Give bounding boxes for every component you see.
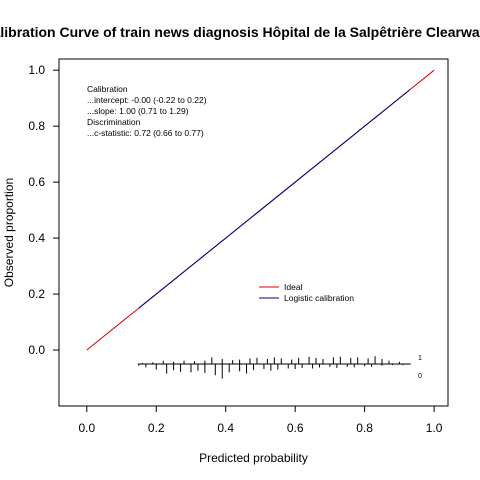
x-tick-label: 0.4 bbox=[217, 421, 234, 435]
logistic-calibration-line bbox=[138, 89, 411, 309]
y-tick-label: 0.8 bbox=[28, 119, 45, 133]
y-tick-label: 0.4 bbox=[28, 231, 45, 245]
spike-label-upper: 1 bbox=[418, 355, 422, 362]
stat-line: ...slope: 1.00 (0.71 to 1.29) bbox=[87, 106, 189, 116]
y-tick-label: 1.0 bbox=[28, 63, 45, 77]
x-axis: 0.0 0.2 0.4 0.6 0.8 1.0 bbox=[78, 405, 443, 435]
stat-line: ...intercept: -0.00 (-0.22 to 0.22) bbox=[87, 95, 207, 105]
x-tick-label: 0.2 bbox=[148, 421, 165, 435]
x-tick-label: 0.6 bbox=[287, 421, 304, 435]
stat-line: ...c-statistic: 0.72 (0.66 to 0.77) bbox=[87, 128, 204, 138]
y-axis-label: Observed proportion bbox=[2, 178, 16, 287]
y-tick-label: 0.6 bbox=[28, 175, 45, 189]
distribution-spikes: 10 bbox=[137, 355, 422, 380]
calibration-stats: Calibration...intercept: -0.00 (-0.22 to… bbox=[87, 84, 207, 138]
y-tick-label: 0.0 bbox=[28, 343, 45, 357]
y-axis: 0.0 0.2 0.4 0.6 0.8 1.0 bbox=[28, 63, 60, 357]
stat-line: Calibration bbox=[87, 84, 128, 94]
chart-title: Calibration Curve of train news diagnosi… bbox=[0, 24, 480, 40]
legend-label: Logistic calibration bbox=[284, 293, 354, 303]
x-tick-label: 0.8 bbox=[356, 421, 373, 435]
legend-label: Ideal bbox=[284, 282, 303, 292]
x-axis-label: Predicted probability bbox=[199, 451, 308, 465]
series-lines bbox=[86, 69, 435, 351]
stat-line: Discrimination bbox=[87, 117, 141, 127]
x-tick-label: 0.0 bbox=[78, 421, 95, 435]
y-tick-label: 0.2 bbox=[28, 287, 45, 301]
x-tick-label: 1.0 bbox=[426, 421, 443, 435]
spike-label-lower: 0 bbox=[418, 373, 422, 380]
